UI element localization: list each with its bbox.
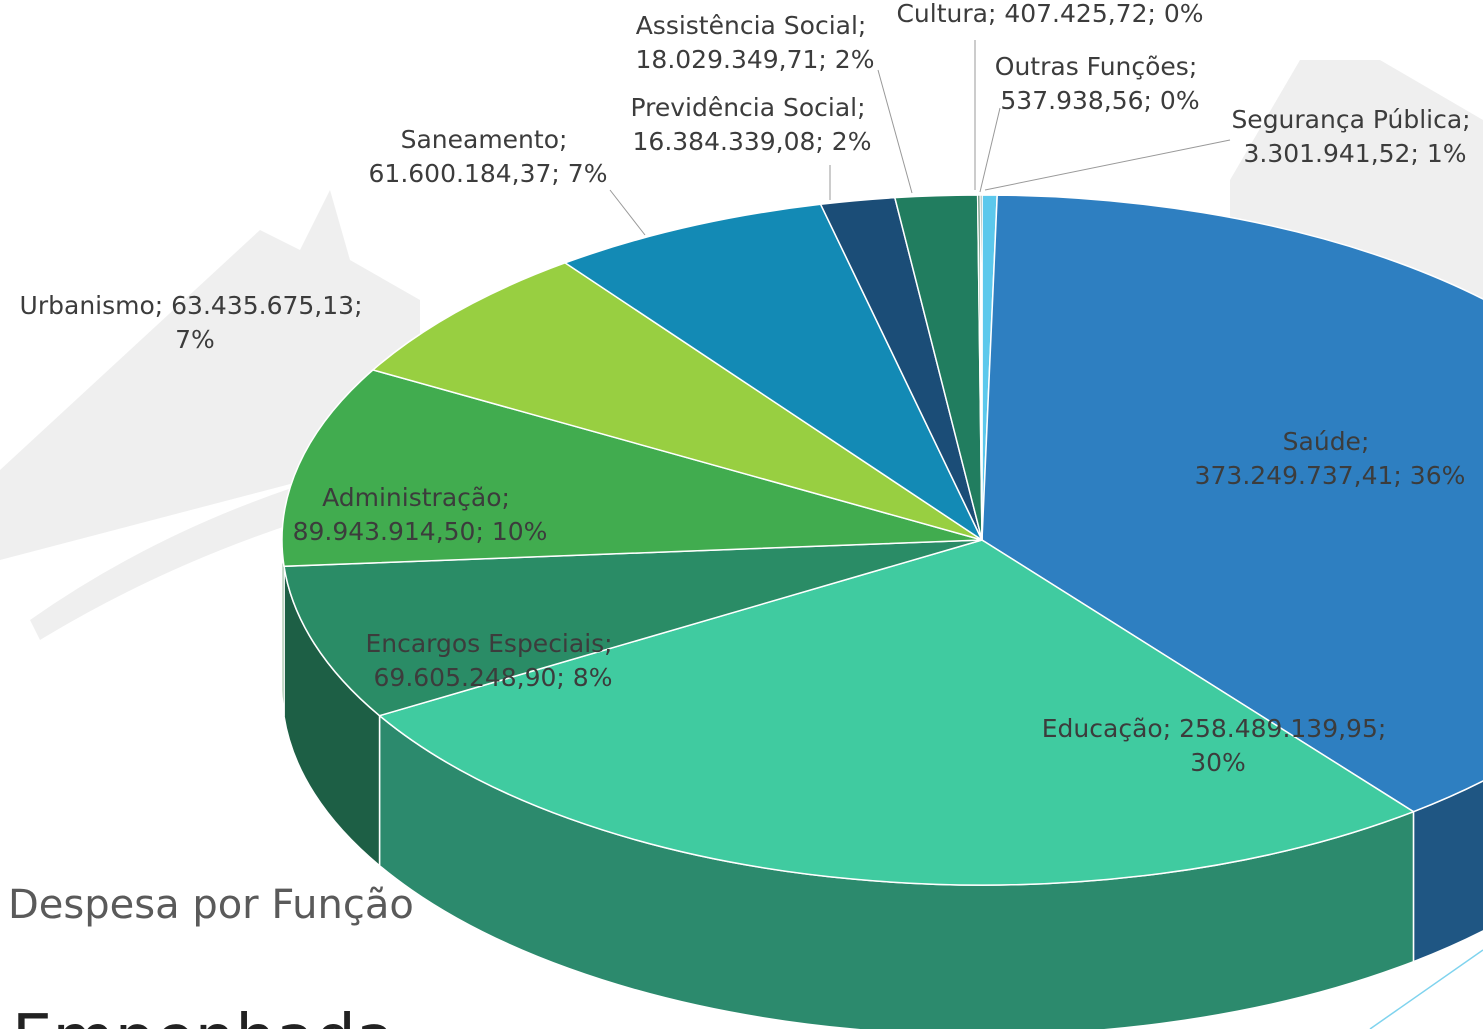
percent-label: 0% bbox=[1160, 86, 1200, 115]
value-label: 16.384.339,08 bbox=[633, 127, 816, 156]
value-label: 89.943.914,50 bbox=[293, 517, 476, 546]
leader-line bbox=[878, 70, 912, 193]
pie bbox=[282, 195, 1483, 1029]
separator: ; bbox=[155, 291, 171, 320]
category-label: Saneamento bbox=[401, 125, 559, 154]
separator: ; bbox=[857, 93, 873, 122]
value-label: 18.029.349,71 bbox=[636, 45, 819, 74]
category-label: Segurança Pública bbox=[1231, 105, 1462, 134]
separator: ; bbox=[354, 291, 370, 320]
leader-line bbox=[980, 108, 1000, 192]
separator: ; bbox=[1378, 714, 1394, 743]
chart-title: Despesa por Função bbox=[8, 882, 414, 928]
separator: ; bbox=[1144, 86, 1160, 115]
chart: Segurança Pública; 3.301.941,52; 1% Saúde… bbox=[0, 0, 1483, 1029]
separator: ; bbox=[818, 45, 834, 74]
value-label: 537.938,56 bbox=[1000, 86, 1143, 115]
value-label: 63.435.675,13 bbox=[171, 291, 354, 320]
data-label: Cultura; 407.425,72; 0% bbox=[896, 0, 1203, 28]
leader-line bbox=[610, 190, 645, 235]
percent-label: 30% bbox=[1190, 748, 1246, 777]
leader-line bbox=[985, 140, 1230, 190]
category-label: Urbanismo bbox=[20, 291, 155, 320]
category-label: Outras Funções bbox=[995, 52, 1189, 81]
value-label: 69.605.248,90 bbox=[374, 663, 557, 692]
value-label: 258.489.139,95 bbox=[1179, 714, 1378, 743]
percent-label: 10% bbox=[492, 517, 548, 546]
value-label: 407.425,72 bbox=[1004, 0, 1147, 28]
data-label: Previdência Social; 16.384.339,08; 2% bbox=[630, 93, 873, 156]
percent-label: 7% bbox=[568, 159, 608, 188]
category-label: Encargos Especiais bbox=[365, 629, 604, 658]
separator: ; bbox=[1163, 714, 1179, 743]
separator: ; bbox=[556, 663, 572, 692]
percent-label: 8% bbox=[573, 663, 613, 692]
separator: ; bbox=[988, 0, 1004, 28]
percent-label: 0% bbox=[1164, 0, 1204, 28]
value-label: 61.600.184,37 bbox=[369, 159, 552, 188]
percent-label: 2% bbox=[835, 45, 875, 74]
category-label: Administração bbox=[322, 483, 501, 512]
category-label: Cultura bbox=[896, 0, 988, 28]
separator: ; bbox=[815, 127, 831, 156]
separator: ; bbox=[475, 517, 491, 546]
separator: ; bbox=[559, 125, 575, 154]
percent-label: 2% bbox=[832, 127, 872, 156]
data-label: Saneamento; 61.600.184,37; 7% bbox=[369, 125, 608, 188]
separator: ; bbox=[858, 11, 874, 40]
separator: ; bbox=[502, 483, 518, 512]
category-label: Educação bbox=[1042, 714, 1163, 743]
separator: ; bbox=[1393, 461, 1409, 490]
percent-label: 1% bbox=[1427, 139, 1467, 168]
separator: ; bbox=[1462, 105, 1478, 134]
value-label: 373.249.737,41 bbox=[1195, 461, 1394, 490]
separator: ; bbox=[1361, 427, 1377, 456]
separator: ; bbox=[1189, 52, 1205, 81]
separator: ; bbox=[604, 629, 620, 658]
percent-label: 36% bbox=[1410, 461, 1466, 490]
data-label: Assistência Social; 18.029.349,71; 2% bbox=[636, 11, 875, 74]
category-label: Previdência Social bbox=[630, 93, 857, 122]
separator: ; bbox=[551, 159, 567, 188]
separator: ; bbox=[1410, 139, 1426, 168]
category-label: Saúde bbox=[1283, 427, 1361, 456]
heading: Empenhada bbox=[12, 1002, 395, 1029]
percent-label: 7% bbox=[175, 325, 215, 354]
value-label: 3.301.941,52 bbox=[1243, 139, 1410, 168]
data-label: Outras Funções; 537.938,56; 0% bbox=[995, 52, 1205, 115]
category-label: Assistência Social bbox=[636, 11, 858, 40]
separator: ; bbox=[1147, 0, 1163, 28]
